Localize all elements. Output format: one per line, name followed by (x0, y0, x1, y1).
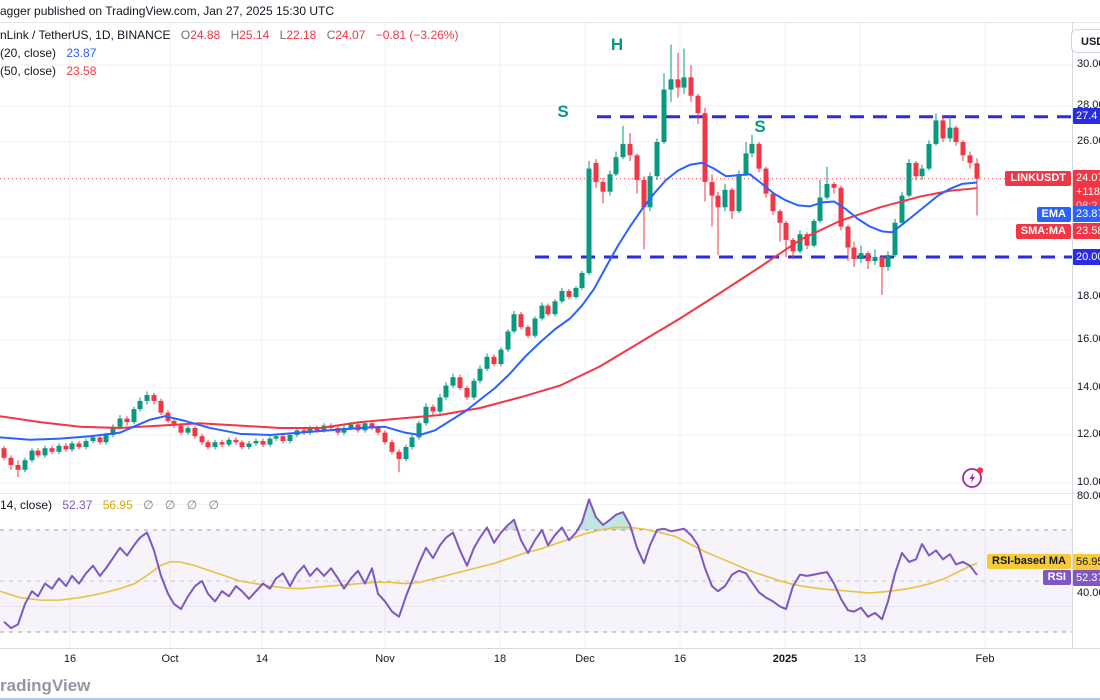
rsi-empty-slots: ∅ ∅ ∅ ∅ (143, 498, 223, 512)
close-key: C (326, 28, 336, 42)
low-key: L (279, 28, 287, 42)
rsi-ma-value: 56.95 (102, 498, 133, 512)
currency-toggle-button[interactable]: USD (1071, 29, 1100, 53)
sma-line-label[interactable]: SMA:MA (1015, 224, 1071, 239)
rsi-legend-row[interactable]: 14, close) 52.37 56.95 ∅ ∅ ∅ ∅ (0, 498, 223, 512)
time-tick-16[interactable]: 16 (63, 653, 77, 665)
tradingview-logo[interactable]: radingView (0, 676, 91, 695)
rsi-label: 14, close) (0, 498, 53, 512)
symbol-legend-row[interactable]: nLink / TetherUS, 1D, BINANCE O24.88 H25… (0, 28, 458, 42)
time-tick-18[interactable]: 18 (493, 653, 507, 665)
rsi-line[interactable] (3, 498, 978, 630)
pane-separator[interactable] (0, 493, 1100, 494)
pattern-label-h-0[interactable]: H (610, 35, 624, 54)
level-upper-badge: 27.4 (1073, 108, 1100, 124)
price-tick-30[interactable]: 30.00 (1077, 58, 1100, 70)
ma50-legend-row[interactable]: (50, close) 23.58 (0, 64, 96, 78)
low-value: 22.18 (286, 28, 317, 42)
price-tick-12[interactable]: 12.00 (1077, 428, 1100, 440)
open-value: 24.88 (190, 28, 221, 42)
flash-icon[interactable] (960, 464, 986, 490)
time-tick-2025[interactable]: 2025 (772, 653, 798, 665)
attribution-divider (0, 22, 1100, 23)
ma50-label: (50, close) (0, 64, 57, 78)
level-lower-badge: 20.00 (1073, 249, 1100, 265)
gridlines (0, 23, 1072, 648)
price-tick-16[interactable]: 16.00 (1077, 333, 1100, 345)
ma20-legend-row[interactable]: (20, close) 23.87 (0, 46, 96, 60)
attribution-text: agger published on TradingView.com, Jan … (0, 4, 334, 18)
change-value: −0.81 (−3.26%) (375, 28, 459, 42)
time-tick-16[interactable]: 16 (673, 653, 687, 665)
close-value: 24.07 (335, 28, 366, 42)
rsi-value: 52.37 (62, 498, 93, 512)
rsi-tick-40.00[interactable]: 40.00 (1077, 587, 1100, 599)
symbol-title: nLink / TetherUS, 1D, BINANCE (0, 28, 171, 42)
price-tick-10[interactable]: 10.00 (1077, 476, 1100, 488)
ma20-value: 23.87 (66, 46, 97, 60)
bottom-strip (0, 698, 1100, 700)
time-tick-Nov[interactable]: Nov (375, 653, 395, 665)
rsi-tick-80.00[interactable]: 80.00 (1077, 490, 1100, 502)
sma-value-badge: 23.58 (1073, 223, 1100, 239)
price-rsi-chart-canvas[interactable] (0, 0, 1072, 648)
time-tick-Feb[interactable]: Feb (975, 653, 995, 665)
time-tick-Oct[interactable]: Oct (161, 653, 179, 665)
time-axis-border (0, 648, 1100, 649)
rsi-value-badge: 52.37 (1073, 570, 1100, 586)
rsi-ma-value-badge: 56.95 (1073, 554, 1100, 570)
candles-layer (1, 44, 980, 477)
price-tick-18[interactable]: 18.00 (1077, 290, 1100, 302)
ma50-value: 23.58 (66, 64, 97, 78)
high-key: H (230, 28, 240, 42)
time-tick-Dec[interactable]: Dec (575, 653, 595, 665)
open-key: O (180, 28, 191, 42)
price-axis-border (1072, 22, 1073, 648)
ema-line-label[interactable]: EMA (1036, 207, 1071, 222)
rsi-line-label[interactable]: RSI (1042, 570, 1071, 585)
sma50-line[interactable] (0, 187, 978, 429)
rsi-ma-line-label[interactable]: RSI-based MA (987, 554, 1071, 569)
pattern-label-s-2[interactable]: S (754, 117, 766, 136)
ma20-label: (20, close) (0, 46, 57, 60)
price-tick-26[interactable]: 26.00 (1077, 135, 1100, 147)
time-tick-13[interactable]: 13 (853, 653, 867, 665)
high-value: 25.14 (239, 28, 270, 42)
ema20-line[interactable] (0, 161, 978, 441)
ema-value-badge: 23.87 (1073, 206, 1100, 222)
pattern-label-s-1[interactable]: S (557, 102, 569, 121)
rsi-ma-line[interactable] (0, 526, 978, 601)
time-tick-14[interactable]: 14 (255, 653, 269, 665)
symbol-line-label[interactable]: LINKUSDT (1005, 171, 1071, 186)
price-tick-14[interactable]: 14.00 (1077, 381, 1100, 393)
